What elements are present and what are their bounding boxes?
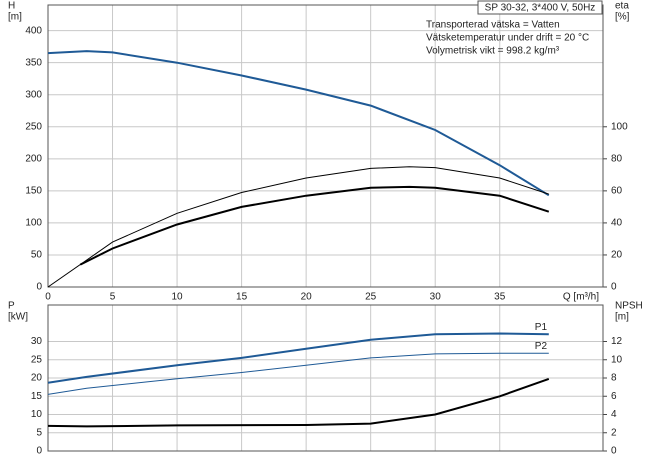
- y-tick-label: 10: [31, 409, 43, 420]
- x-tick-label: 35: [494, 292, 506, 303]
- plot-frame: [47, 304, 604, 452]
- x-tick-label: 30: [430, 292, 442, 303]
- y-tick-label: 100: [25, 218, 42, 229]
- y2-tick-label: 60: [611, 186, 623, 197]
- y2-tick-label: 100: [611, 121, 628, 132]
- x-tick-label: 0: [45, 292, 51, 303]
- y-tick-label: 15: [31, 391, 43, 402]
- curve: [47, 377, 550, 428]
- y-axis-label: P: [8, 301, 15, 312]
- curve: [47, 352, 549, 395]
- y2-tick-label: 12: [611, 336, 623, 347]
- annotation: Transporterad vätska = Vatten: [426, 20, 560, 31]
- annotation: Vätsketemperatur under drift = 20 °C: [426, 33, 589, 44]
- y-tick-label: 400: [25, 25, 42, 36]
- x-tick-label: 10: [172, 292, 184, 303]
- curve-label: P2: [535, 341, 548, 352]
- y2-axis-unit: [m]: [615, 312, 629, 323]
- y2-tick-label: 8: [611, 373, 617, 384]
- y-tick-label: 50: [31, 250, 43, 261]
- y-axis-label: H: [8, 1, 15, 12]
- y-tick-label: 0: [36, 446, 42, 457]
- annotation: Volymetrisk vikt = 998.2 kg/m³: [426, 46, 560, 57]
- y2-tick-label: 6: [611, 391, 617, 402]
- y2-tick-label: 2: [611, 427, 617, 438]
- y2-tick-label: 0: [611, 282, 617, 293]
- x-tick-label: 5: [110, 292, 116, 303]
- curve: [47, 332, 549, 384]
- curve: [47, 50, 550, 197]
- y2-axis-unit: [%]: [615, 12, 630, 23]
- plot-frame: [47, 4, 604, 288]
- y-tick-label: 150: [25, 186, 42, 197]
- y2-tick-label: 80: [611, 153, 623, 164]
- y2-tick-label: 0: [611, 446, 617, 457]
- x-tick-label: 25: [365, 292, 377, 303]
- curve-label: P1: [535, 322, 548, 333]
- y-tick-label: 0: [36, 282, 42, 293]
- y-axis-unit: [kW]: [8, 312, 28, 323]
- y2-axis-label: eta: [615, 1, 629, 12]
- y2-tick-label: 4: [611, 409, 617, 420]
- curve: [79, 185, 550, 266]
- y-tick-label: 250: [25, 121, 42, 132]
- y-tick-label: 300: [25, 89, 42, 100]
- y2-tick-label: 10: [611, 354, 623, 365]
- y2-axis-label: NPSH: [615, 301, 643, 312]
- title-box: [477, 0, 603, 15]
- x-axis-label: Q [m³/h]: [563, 292, 599, 303]
- x-tick-label: 20: [301, 292, 313, 303]
- y2-tick-label: 40: [611, 218, 623, 229]
- chart-title: SP 30-32, 3*400 V, 50Hz: [485, 3, 596, 14]
- y-tick-label: 30: [31, 336, 43, 347]
- y2-tick-label: 20: [611, 250, 623, 261]
- y-tick-label: 200: [25, 153, 42, 164]
- y-tick-label: 350: [25, 57, 42, 68]
- y-axis-unit: [m]: [8, 12, 22, 23]
- y-tick-label: 5: [36, 427, 42, 438]
- x-tick-label: 15: [236, 292, 248, 303]
- curve: [47, 166, 549, 288]
- y-tick-label: 20: [31, 373, 43, 384]
- y-tick-label: 25: [31, 354, 43, 365]
